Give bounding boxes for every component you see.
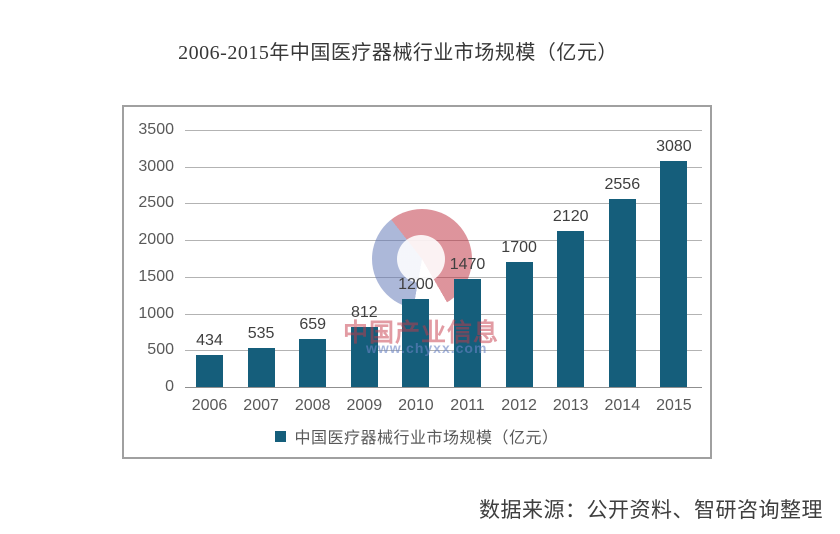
data-label-2011: 1470 — [449, 256, 486, 274]
ytick-3000: 3000 — [138, 157, 174, 175]
gridline-3500 — [185, 130, 702, 131]
chart-area: 0 500 1000 1500 2000 2500 3000 3500 434 535 659 81… — [122, 105, 712, 459]
watermark-logo-center — [397, 235, 445, 283]
xtick-2012: 2012 — [501, 397, 537, 414]
xtick-2010: 2010 — [398, 397, 434, 414]
xtick-2006: 2006 — [191, 397, 228, 414]
legend: 中国医疗器械行业市场规模（亿元） — [124, 424, 710, 448]
bar-2010 — [402, 298, 430, 387]
xtick-2009: 2009 — [346, 397, 383, 414]
ytick-500: 500 — [147, 341, 174, 359]
data-label-2007: 535 — [247, 324, 275, 342]
ytick-2000: 2000 — [138, 231, 174, 249]
xtick-2011: 2011 — [450, 397, 485, 414]
data-label-2013: 2120 — [552, 208, 589, 226]
watermark-site-text: www.chyxx.com — [366, 340, 488, 356]
legend-marker-icon — [275, 430, 287, 442]
bar-2015 — [660, 160, 688, 387]
xtick-2015: 2015 — [656, 397, 692, 414]
xtick-2007: 2007 — [243, 397, 279, 414]
bar-2008 — [299, 338, 327, 387]
bar-2006 — [196, 355, 223, 387]
source-note: 数据来源：公开资料、智研咨询整理 — [479, 499, 823, 522]
bar-2007 — [247, 347, 275, 387]
gridline-3000 — [185, 166, 702, 168]
ytick-2500: 2500 — [138, 194, 174, 212]
data-label-2006: 434 — [196, 332, 223, 350]
bar-2011 — [454, 279, 481, 387]
gridline-2500 — [185, 203, 702, 205]
legend-label: 中国医疗器械行业市场规模（亿元） — [294, 430, 559, 447]
bar-2012 — [505, 262, 533, 387]
ytick-3500: 3500 — [138, 121, 174, 138]
data-label-2015: 3080 — [656, 137, 692, 155]
ytick-1500: 1500 — [138, 267, 174, 285]
ytick-0: 0 — [165, 378, 174, 395]
watermark-brand-text: 中国产业信息 — [343, 319, 500, 347]
xtick-2014: 2014 — [604, 397, 641, 414]
data-label-2009: 812 — [350, 304, 378, 322]
data-label-2012: 1700 — [501, 239, 537, 257]
chart-title: 2006-2015年中国医疗器械行业市场规模（亿元） — [178, 42, 618, 64]
gridline-1000 — [185, 313, 702, 315]
data-label-2010: 1200 — [398, 275, 434, 293]
data-label-2008: 659 — [299, 315, 327, 333]
gridline-500 — [185, 350, 702, 352]
x-axis-line — [185, 387, 702, 388]
bar-2013 — [557, 231, 585, 387]
bar-2009 — [350, 327, 378, 387]
xtick-2013: 2013 — [552, 397, 589, 414]
bar-2014 — [608, 199, 636, 387]
xtick-2008: 2008 — [294, 397, 331, 414]
data-label-2014: 2556 — [604, 176, 641, 194]
ytick-1000: 1000 — [138, 304, 174, 322]
